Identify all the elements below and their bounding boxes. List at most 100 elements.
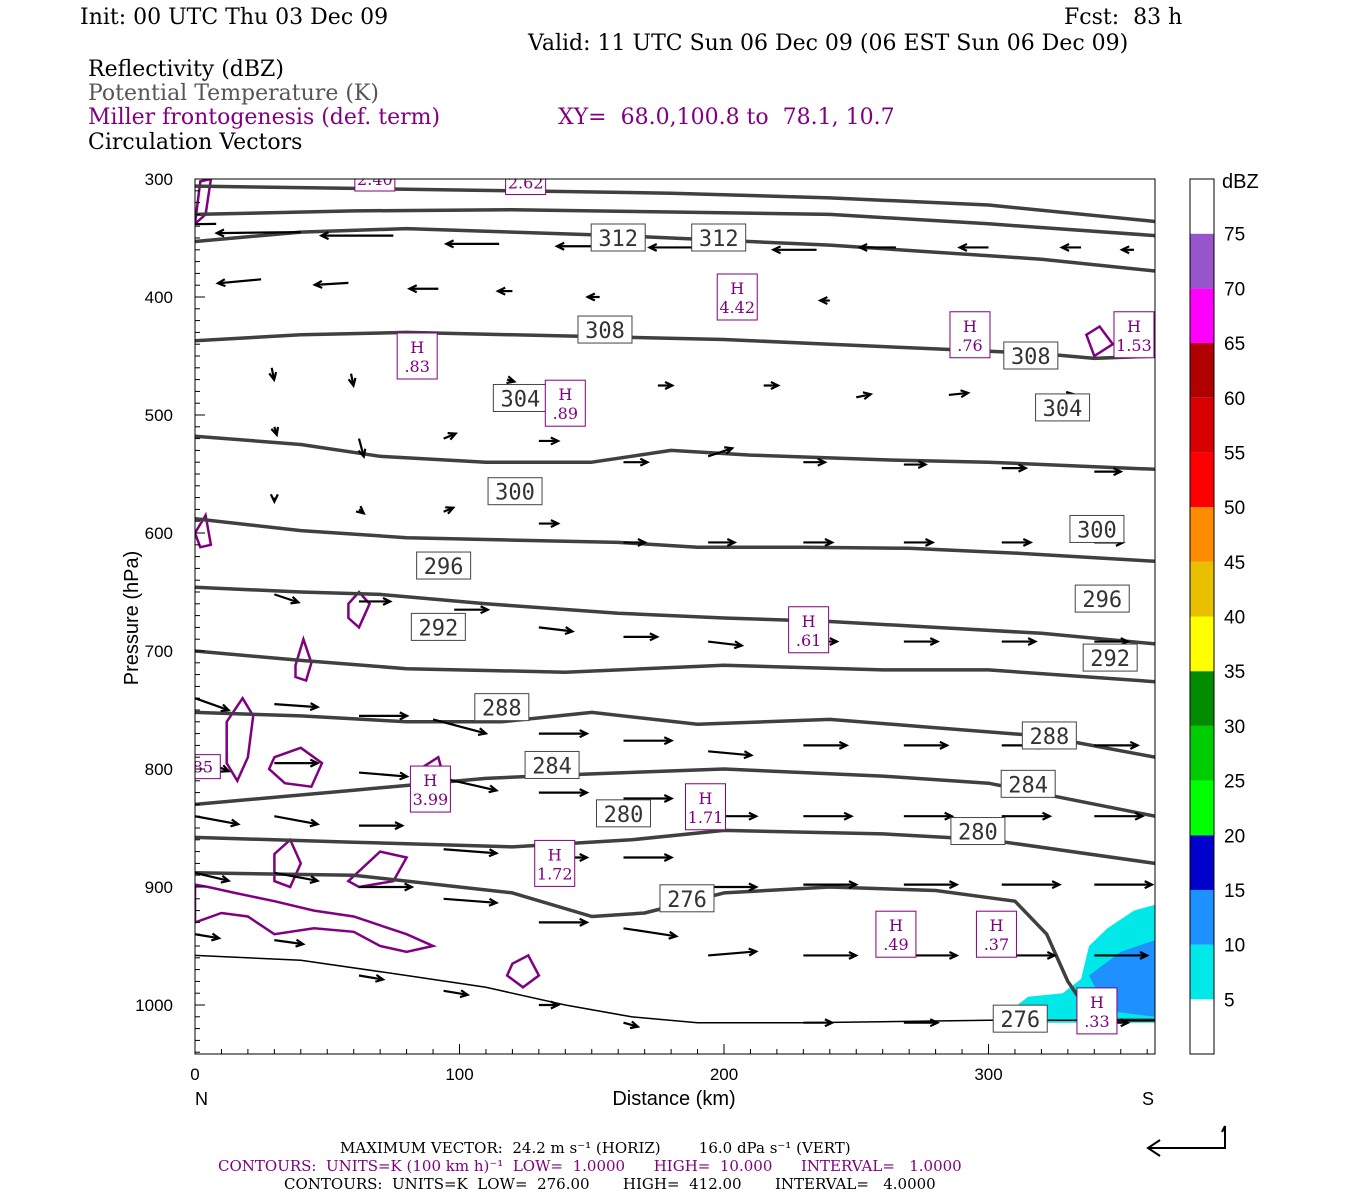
theta-contour-label: 304 [492,383,548,412]
theta-contour-label-text: 292 [1090,647,1130,672]
frontogenesis-max-value: .49 [883,935,908,954]
theta-contour-note: CONTOURS: UNITS=K LOW= 276.00 HIGH= 412.… [284,1175,936,1193]
legend-frontogenesis: Miller frontogenesis (def. term) [88,105,441,130]
theta-contour-label: 276 [659,884,715,913]
frontogenesis-high-marker: H [548,845,562,864]
circulation-vector [538,436,561,446]
frontogenesis-maximum-label: .85 [188,754,221,780]
frontogenesis-max-value: 2.62 [508,174,544,193]
frontogenesis-max-value: 3.99 [413,790,449,809]
circulation-vector [1094,880,1155,890]
circulation-vector [708,750,754,760]
circulation-vector [274,938,306,948]
frontogenesis-maximum-label: H1.72 [534,839,576,887]
theta-contour-label-text: 280 [958,821,998,846]
frontogenesis-maximum-label: H3.99 [409,765,451,813]
colorbar-cell [1190,397,1214,453]
theta-contour-label-text: 288 [1029,725,1069,750]
frontogenesis-contour [347,590,372,630]
circulation-vector [443,897,499,907]
frontogenesis-high-marker: H [963,317,977,336]
theta-contour-line [195,517,1155,564]
colorbar-tick-label: 10 [1224,936,1245,957]
frontogenesis-layer [195,179,1115,989]
label-layer: 276 276 280 280 284 284 288 288 292 292 296 296 300 3… [188,174,1155,1035]
circulation-vector [358,771,410,781]
circulation-vector [1001,463,1029,473]
terrain-layer [195,954,1155,1024]
frontogenesis-high-marker: H [1127,317,1141,336]
colorbar-tick-label: 50 [1224,498,1245,519]
frontogenesis-maximum-label: 2.40 [354,179,396,192]
circulation-vector [1001,537,1034,547]
theta-contour-label-text: 312 [598,227,638,252]
theta-contour-line [195,828,1155,866]
circulation-vector [443,432,458,441]
circulation-vector [623,794,675,803]
colorbar-cell [1190,343,1214,398]
colorbar-tick-label: 55 [1224,443,1245,464]
colorbar-cell [1190,288,1214,344]
frontogenesis-maximum-label: H4.42 [716,273,758,321]
return-arrow-icon [1146,1125,1226,1157]
theta-contour-line [195,871,1155,1023]
theta-contour-label: 284 [1000,769,1056,798]
circulation-vector [1094,811,1145,821]
y-tick-label: 900 [145,878,173,897]
frontogenesis-high-marker: H [558,385,572,404]
circulation-vector [1059,242,1082,252]
circulation-vector [454,605,491,615]
cross-section-endpoints: XY= 68.0,100.8 to 78.1, 10.7 [558,105,895,130]
circulation-vector [538,519,561,529]
theta-contour-label-text: 296 [424,555,464,580]
circulation-vector [708,882,759,892]
frontogenesis-maximum-label: H.49 [875,910,917,958]
frontogenesis-high-marker: H [699,789,713,808]
frontogenesis-contour [273,837,303,889]
frontogenesis-max-value: 1.72 [537,864,573,883]
circulation-vector [903,740,950,750]
circulation-vector [817,296,830,306]
theta-contour-line [195,585,1155,646]
frontogenesis-maximum-label: H.33 [1076,987,1118,1035]
colorbar-cell [1190,780,1214,836]
colorbar-cell [1190,233,1214,289]
theta-contour-label: 308 [1003,341,1059,370]
circulation-vector [803,811,854,821]
colorbar-tick-label: 60 [1224,389,1245,410]
x-tick-label: 100 [445,1065,473,1084]
frontogenesis-max-value: 1.71 [688,808,724,827]
circulation-vector [708,947,759,957]
circulation-vector [538,917,590,927]
frontogenesis-maximum-label: 2.62 [505,174,547,196]
frontogenesis-max-value: .85 [188,758,213,777]
circulation-vector [432,718,489,737]
terrain-line [195,954,1155,1024]
colorbar-tick-label: 20 [1224,826,1245,847]
circulation-vector [707,446,735,458]
theta-contour-line [195,184,1155,224]
circulation-vector [270,426,280,438]
theta-contour-label: 296 [416,551,472,580]
y-tick-label: 1000 [135,996,173,1015]
frontogenesis-high-marker: H [423,771,437,790]
legend-circulation-vectors: Circulation Vectors [88,130,303,155]
theta-contour-label: 284 [524,750,580,779]
frontogenesis-contour [294,635,313,683]
circulation-vector [1094,467,1124,477]
circulation-vector [903,537,936,547]
frontogenesis-maximum-label: H.83 [396,332,438,380]
circulation-vector [1001,637,1038,647]
colorbar-frame [1189,178,1215,1055]
circulation-vector [358,821,405,831]
colorbar-cell [1190,889,1214,945]
frontogenesis-max-value: .76 [957,336,982,355]
theta-contour-label-text: 292 [418,616,458,641]
circulation-vector [506,375,517,385]
circulation-vector [903,811,955,821]
legend-reflectivity: Reflectivity (dBZ) [88,57,284,82]
x-axis-end-label: S [1142,1089,1154,1109]
circulation-vector [195,932,222,942]
theta-contour-line [195,330,1155,361]
